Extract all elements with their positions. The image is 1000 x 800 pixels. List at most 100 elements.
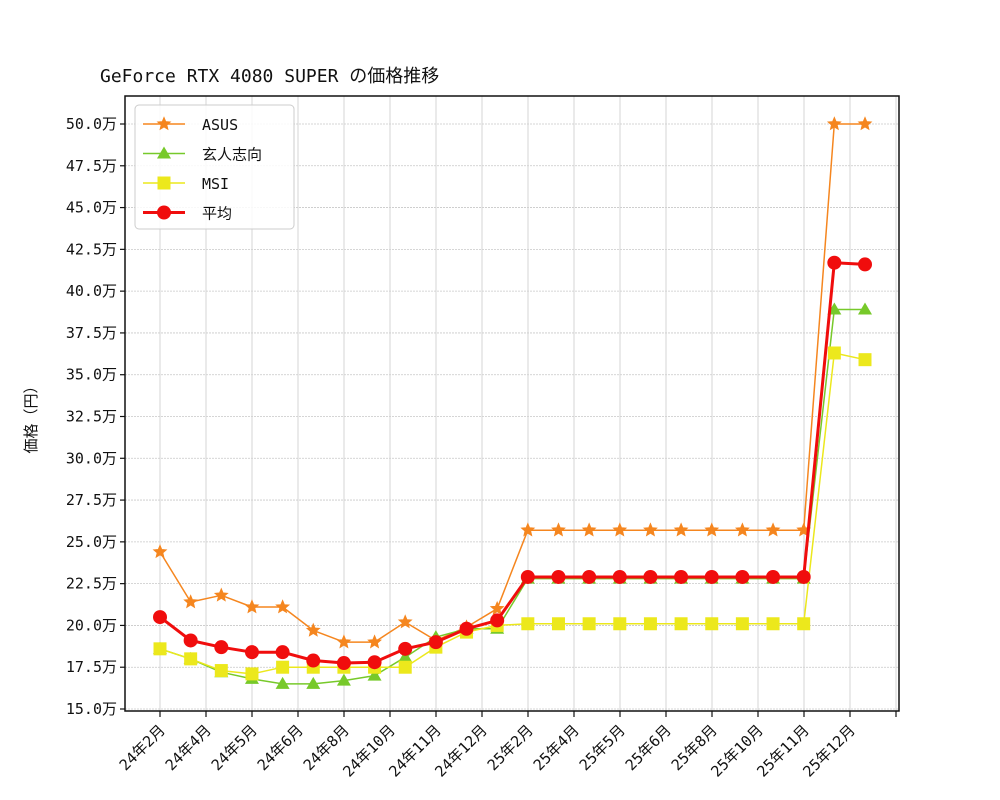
square-marker-icon [398,660,412,674]
square-marker-icon [827,346,841,360]
triangle-marker-icon [336,673,351,686]
legend-box [134,104,295,230]
series-circle [153,255,872,671]
legend: ASUS 玄人志向 MSI 平均 [134,104,295,230]
circle-marker-icon [796,569,811,584]
star-marker-icon [551,522,566,537]
legend-item: MSI [143,175,229,193]
chart-title: GeForce RTX 4080 SUPER の価格推移 [100,66,439,87]
star-marker-icon [152,544,168,559]
circle-marker-icon [674,569,689,584]
y-tick-label: 50.0万 [66,115,117,133]
star-marker-icon [213,587,229,602]
square-marker-icon [582,617,596,631]
x-tick-label: 25年5月 [576,721,629,774]
circle-marker-icon [551,569,566,584]
x-tick-label: 24年5月 [208,721,261,774]
legend-label: 玄人志向 [202,146,262,164]
circle-marker-icon [766,569,781,584]
square-marker-icon [276,660,290,674]
legend-label: 平均 [202,205,232,223]
triangle-marker-icon [157,146,171,159]
triangle-marker-icon [367,668,382,681]
circle-marker-icon [612,569,627,584]
square-marker-icon [674,617,688,631]
star-marker-icon [520,522,536,537]
circle-marker-icon [275,645,290,660]
square-marker-icon [797,617,811,631]
y-tick-label: 45.0万 [66,199,117,217]
grid [125,96,899,711]
star-marker-icon [156,116,172,131]
star-marker-icon [305,622,321,637]
star-marker-icon [336,634,352,649]
star-marker-icon [826,116,842,131]
circle-marker-icon [858,257,872,272]
circle-marker-icon [214,640,229,655]
series-line [159,308,865,685]
circle-marker-icon [459,621,474,636]
legend-item: ASUS [143,116,238,134]
circle-marker-icon [490,613,505,628]
y-axis-label: 価格（円） [22,378,40,453]
circle-marker-icon [398,641,413,656]
square-marker-icon [613,617,627,631]
y-tick-label: 15.0万 [66,700,117,718]
triangle-marker-icon [398,650,413,663]
star-marker-icon [734,522,750,537]
x-tick-label: 24年6月 [254,721,307,774]
square-marker-icon [245,667,259,681]
x-tick-label: 25年4月 [530,721,583,774]
circle-marker-icon [428,635,443,650]
square-marker-icon [735,617,749,631]
star-marker-icon [612,522,628,537]
y-tick-label: 30.0万 [66,449,117,467]
y-tick-label: 42.5万 [66,240,117,258]
star-marker-icon [673,522,689,537]
circle-marker-icon [735,569,750,584]
series-lines [152,116,873,689]
y-tick-label: 37.5万 [66,324,117,342]
y-tick-label: 27.5万 [66,491,117,509]
y-tick-label: 40.0万 [66,282,117,300]
circle-marker-icon [157,205,171,220]
y-tick-label: 25.0万 [66,533,117,551]
circle-marker-icon [336,656,351,671]
legend-item: 平均 [143,205,232,223]
y-tick-label: 22.5万 [66,575,117,593]
x-tick-label: 25年2月 [484,721,537,774]
series-line [159,123,865,643]
circle-marker-icon [183,633,198,648]
x-tick-label: 25年6月 [622,721,675,774]
star-marker-icon [857,116,873,131]
square-marker-icon [858,353,872,367]
legend-label: ASUS [202,116,238,134]
y-axis: 15.0万 17.5万 20.0万 22.5万 25.0万 27.5万 30.0万 32.5万… [66,115,125,718]
y-tick-label: 17.5万 [66,658,117,676]
x-tick-label: 24年2月 [116,721,169,774]
square-marker-icon [551,617,565,631]
star-marker-icon [489,600,505,616]
legend-label: MSI [202,175,229,193]
star-marker-icon [244,599,260,614]
circle-marker-icon [582,569,597,584]
triangle-marker-icon [858,302,872,315]
circle-marker-icon [827,255,842,270]
y-tick-label: 20.0万 [66,616,117,634]
circle-marker-icon [153,610,167,625]
star-marker-icon [765,522,781,537]
circle-marker-icon [704,569,719,584]
star-marker-icon [275,599,291,614]
circle-marker-icon [367,655,382,670]
star-marker-icon [367,634,382,649]
square-marker-icon [157,176,171,190]
star-marker-icon [704,522,720,537]
triangle-marker-icon [306,676,321,689]
square-marker-icon [705,617,719,631]
square-marker-icon [214,664,228,678]
y-tick-label: 47.5万 [66,157,117,175]
square-marker-icon [643,617,657,631]
triangle-marker-icon [275,676,290,689]
legend-item: 玄人志向 [143,146,262,164]
